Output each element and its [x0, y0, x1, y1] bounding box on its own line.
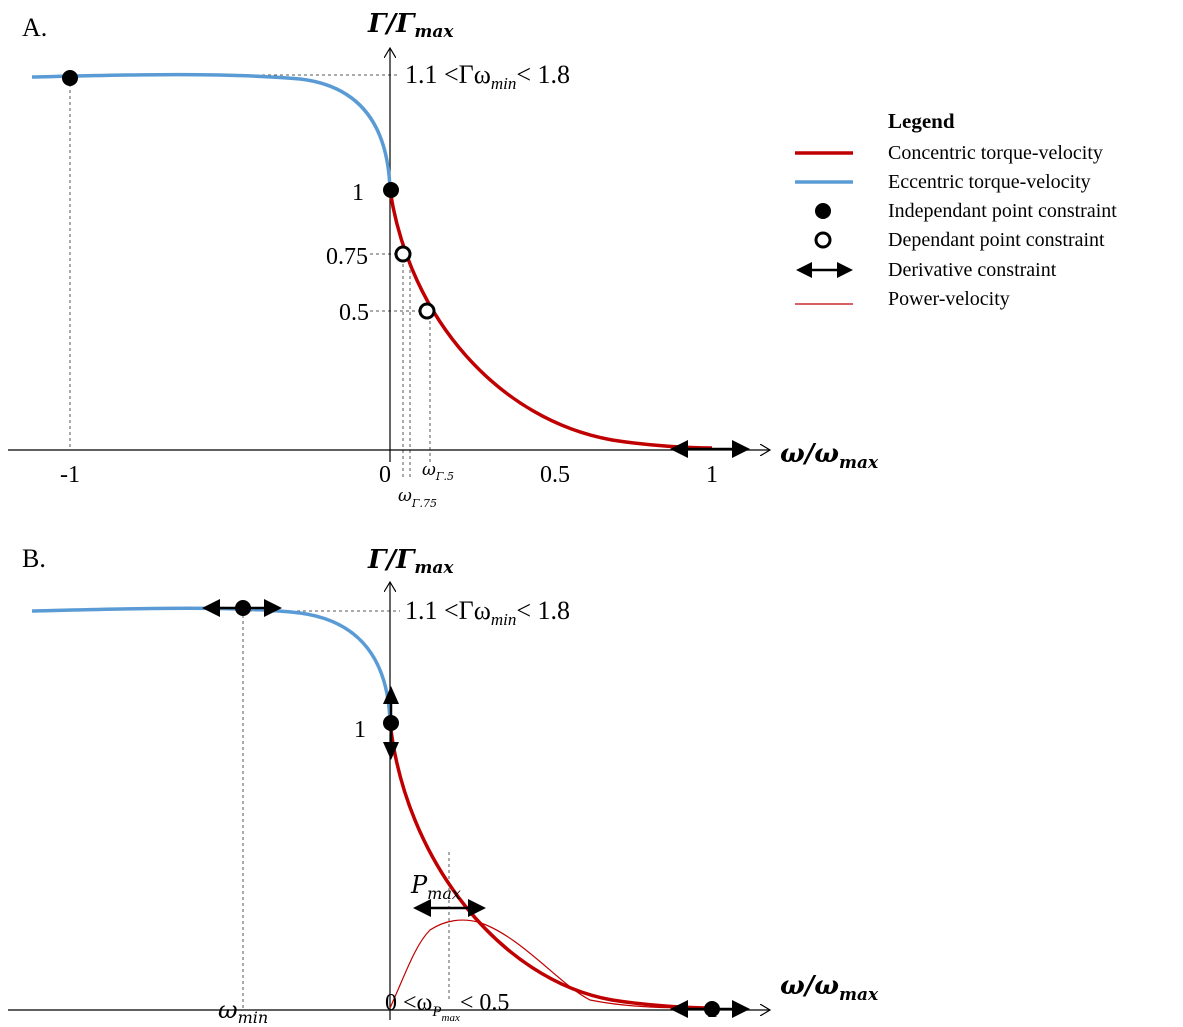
legend-eccentric-label: Eccentric torque-velocity: [888, 171, 1091, 193]
legend-power-label: Power-velocity: [888, 288, 1010, 310]
panel-b-independent-point-x1: [704, 1001, 720, 1017]
panel-b-x-axis-label: ω/ωmax: [780, 971, 879, 1005]
panel-b-label: B.: [22, 544, 46, 573]
panel-b-ymin-range-label: 1.1 <Γωmin< 1.8: [405, 596, 570, 629]
legend-dependent-swatch: [814, 231, 832, 249]
panel-a-omega-gamma5-label: ωΓ.5: [422, 460, 454, 483]
panel-a-dependent-point-05: [418, 302, 436, 320]
panel-b-eccentric-curve: [31, 606, 392, 723]
panel-b-power-curve: [389, 919, 713, 1009]
legend-dependent-label: Dependant point constraint: [888, 229, 1105, 251]
panel-a-eccentric-curve: [31, 72, 392, 191]
panel-a-x-tick-1: 1: [706, 462, 718, 488]
panel-a-x-tick-0: 0: [379, 462, 391, 488]
panel-b-y-axis-label: Γ/Γmax: [367, 545, 454, 578]
legend-concentric-label: Concentric torque-velocity: [888, 142, 1103, 164]
panel-a-y-tick-05: 0.5: [339, 300, 369, 326]
panel-a-guide-lines: [69, 74, 431, 478]
panel-a-independent-point-1: [383, 182, 399, 198]
panel-a-y-axis-label: Γ/Γmax: [367, 9, 454, 42]
panel-a: A. Γ/Γmax ω/ωmax: [8, 9, 879, 510]
legend-derivative-label: Derivative constraint: [888, 259, 1057, 281]
panel-b-omega-min-label: ωmin: [218, 996, 268, 1027]
panel-a-label: A.: [22, 13, 47, 42]
legend-independent-swatch: [815, 203, 831, 219]
panel-b-independent-point-omega-min: [235, 600, 251, 616]
panel-a-x-tick-neg1: -1: [60, 462, 80, 488]
panel-a-y-tick-1: 1: [352, 180, 364, 206]
panel-b-independent-point-1: [383, 715, 399, 731]
panel-b-derivative-constraint-pmax: [413, 899, 486, 917]
panel-a-derivative-constraint: [670, 440, 750, 458]
panel-b-pmax-label: Pmax: [410, 871, 461, 903]
panel-a-omega-gamma75-label: ωΓ.75: [398, 486, 437, 510]
panel-a-x-axis-label: ω/ωmax: [780, 439, 879, 473]
panel-a-ymin-range-label: 1.1 <Γωmin< 1.8: [405, 60, 570, 93]
panel-b-x-tick-1: 1: [706, 997, 718, 1023]
legend-independent-label: Independant point constraint: [888, 200, 1117, 222]
panel-b-guide-lines: [242, 610, 450, 1010]
panel-b-pmax-range-label: 0 <ωPmax< 0.5: [385, 990, 509, 1024]
panel-a-independent-point-min: [62, 70, 78, 86]
legend: Legend Concentric torque-velocity Eccent…: [795, 109, 1117, 310]
panel-a-y-tick-075: 0.75: [326, 244, 368, 270]
legend-title: Legend: [888, 109, 955, 133]
panel-b-concentric-curve: [388, 721, 713, 1010]
legend-derivative-swatch: [796, 262, 853, 278]
panel-b: B.: [8, 544, 879, 1027]
panel-a-concentric-curve: [388, 189, 713, 450]
panel-a-dependent-point-075: [394, 245, 412, 263]
panel-a-x-tick-05: 0.5: [540, 462, 570, 488]
panel-b-y-tick-1: 1: [354, 717, 366, 743]
